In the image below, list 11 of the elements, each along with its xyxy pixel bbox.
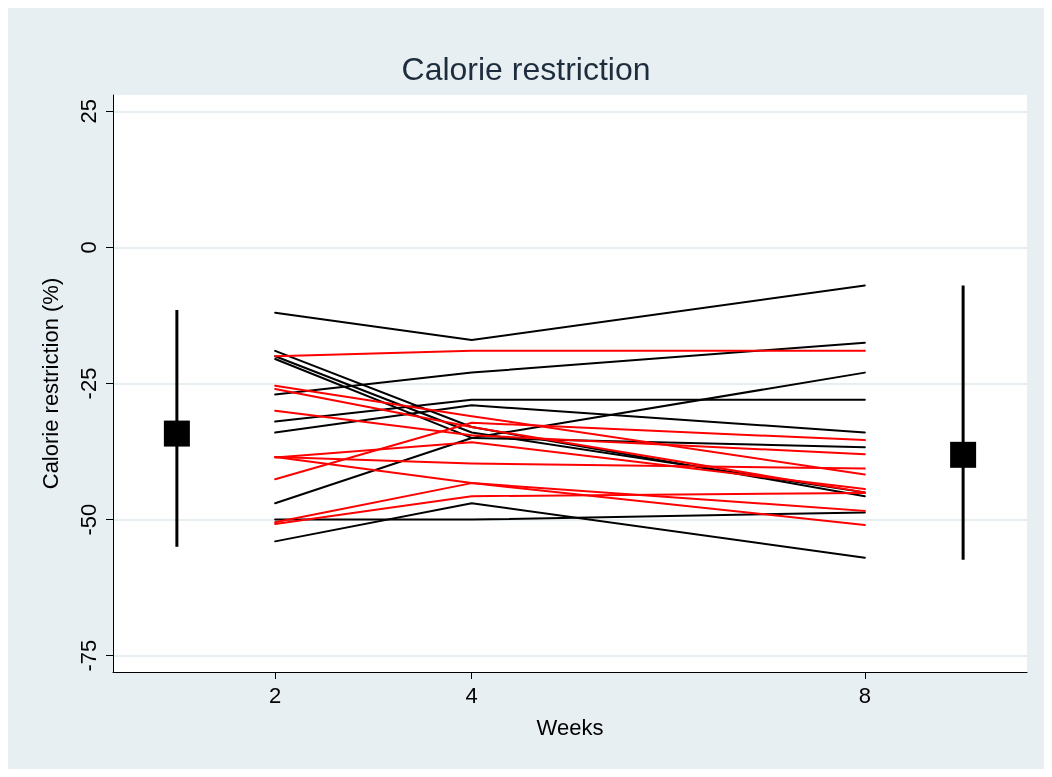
x-tick-label: 4 (465, 682, 478, 708)
y-tick-label: -50 (75, 503, 101, 536)
y-tick-label: -75 (75, 639, 101, 672)
y-tick-label: 0 (75, 241, 101, 254)
y-tick-label: 25 (75, 99, 101, 124)
y-axis-title: Calorie restriction (%) (37, 277, 63, 490)
chart-title: Calorie restriction (401, 51, 651, 87)
y-tick-label: -25 (75, 367, 101, 400)
x-tick-label: 8 (858, 682, 871, 708)
x-tick-label: 2 (269, 682, 282, 708)
x-axis-title: Weeks (536, 714, 604, 740)
